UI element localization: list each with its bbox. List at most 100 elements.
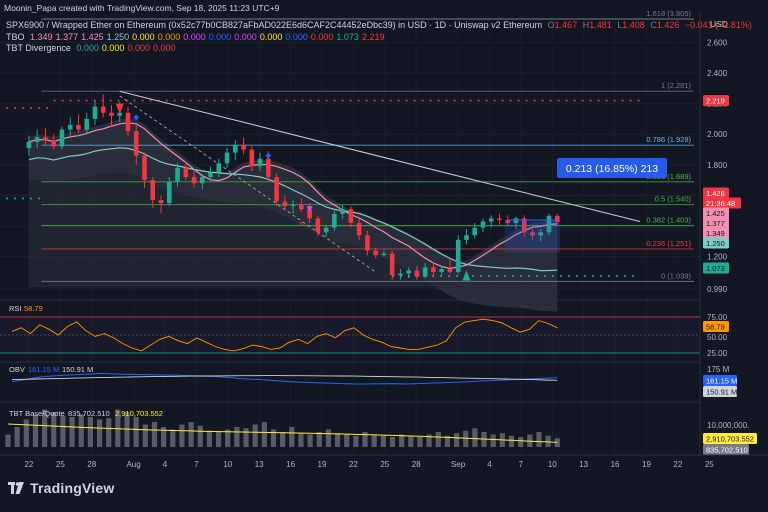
close-label: C (650, 20, 657, 30)
price-tick-label: 2.600 (707, 38, 728, 47)
candle-body (166, 181, 172, 204)
volume-bar (280, 432, 286, 447)
candle-body (414, 270, 420, 277)
tbt-divergence-legend[interactable]: TBT Divergence 0.000 0.000 0.000 0.000 (6, 43, 176, 53)
tbo-value: 0.000 (234, 32, 257, 42)
volume-bar (353, 435, 359, 447)
time-tick-label: 25 (56, 460, 65, 469)
level-dot (46, 107, 48, 109)
volume-bar (42, 409, 48, 447)
high-label: H (582, 20, 590, 30)
obv-value-1: 161.15 M (28, 365, 59, 374)
price-badge-text: 1.377 (706, 219, 725, 228)
level-dot (61, 99, 64, 102)
volume-bar (536, 432, 542, 447)
candle-body (455, 239, 461, 273)
level-dot (637, 99, 640, 102)
level-dot (576, 275, 578, 277)
candle-body (158, 200, 164, 204)
symbol-legend[interactable]: SPX6900 / Wrapped Ether on Ethereum (0x5… (6, 20, 752, 30)
tbo-value: 0.000 (132, 32, 155, 42)
obv-badge-text: 150.91 M (706, 388, 737, 397)
level-dot (525, 99, 528, 102)
candle-body (183, 167, 189, 178)
level-dot (592, 275, 594, 277)
level-dot (285, 99, 288, 102)
sell-signal-marker (115, 103, 124, 115)
level-dot (557, 99, 560, 102)
level-dot (480, 275, 482, 277)
level-dot (472, 275, 474, 277)
volume-bar (463, 430, 469, 447)
fib-label: 1 (2.281) (661, 81, 692, 90)
fib-label: 0.618 (1.689) (646, 172, 691, 181)
level-dot (536, 275, 538, 277)
volume-bar (362, 432, 368, 447)
tbo-legend[interactable]: TBO 1.349 1.377 1.425 1.250 0.000 0.000 0.000 0… (6, 32, 384, 42)
tbo-value: 0.000 (285, 32, 308, 42)
volume-bar (472, 428, 478, 447)
tbo-value: 1.425 (81, 32, 104, 42)
fib-top-label: 1.618 (3.805) (646, 9, 691, 18)
rsi-badge (703, 321, 729, 332)
tbt-base-quote-value-1: 835,702.510 (68, 409, 110, 418)
candle-body (323, 227, 329, 233)
candle-body (356, 223, 362, 236)
candle-body (307, 209, 312, 219)
level-dot (229, 99, 232, 102)
tbt-divergence-value: 0.000 (76, 43, 99, 53)
candle-body (125, 112, 131, 132)
volume-bar (261, 422, 267, 447)
candle-body (554, 215, 560, 223)
measure-box (557, 158, 667, 178)
tbt-divergence-value: 0.000 (101, 43, 125, 53)
level-dot (14, 107, 16, 109)
level-dot (22, 107, 24, 109)
tbo-value: 2.219 (361, 32, 385, 42)
volume-bar (32, 414, 39, 447)
level-dot (573, 99, 576, 102)
level-dot (181, 99, 184, 102)
volume-bar (243, 428, 249, 447)
open-label: O (547, 20, 555, 30)
volume-bar (170, 429, 176, 447)
rsi-tick-label: 75.00 (707, 313, 728, 322)
level-dot (53, 99, 56, 102)
time-tick-label: 7 (194, 460, 199, 469)
obv-tick-label: 175 M (707, 365, 730, 374)
level-dot (488, 275, 490, 277)
candle-body (142, 155, 147, 181)
change-value: −0.041 (−2.81%) (684, 20, 752, 30)
tbt-badge (703, 444, 749, 455)
time-tick-label: 16 (611, 460, 620, 469)
price-tick-label: 2.000 (707, 130, 728, 139)
level-dot (445, 99, 448, 102)
volume-bar (371, 434, 377, 447)
volume-bar (307, 434, 313, 447)
candle-body (34, 137, 40, 142)
candle-body (249, 149, 255, 167)
volume-bar (252, 424, 258, 447)
volume-bar (151, 422, 158, 447)
candle-body (530, 232, 535, 236)
candle-body (546, 215, 552, 233)
candle-body (513, 218, 519, 224)
divergence-marker (306, 206, 313, 213)
candle-body (67, 125, 73, 130)
level-dot (544, 275, 546, 277)
level-dot (501, 99, 504, 102)
candle-body (59, 129, 65, 147)
tradingview-logo[interactable]: TradingView (8, 480, 114, 496)
candle-body (299, 204, 304, 210)
candle-body (521, 218, 527, 233)
candle-body (26, 141, 32, 148)
volume-bar (225, 429, 231, 447)
diamond-marker (133, 114, 140, 121)
level-dot (245, 99, 248, 102)
time-tick-label: 13 (255, 460, 264, 469)
candle-body (538, 232, 544, 236)
fib-label: 0.5 (1.540) (655, 195, 692, 204)
tbo-value: 0.000 (208, 32, 232, 42)
